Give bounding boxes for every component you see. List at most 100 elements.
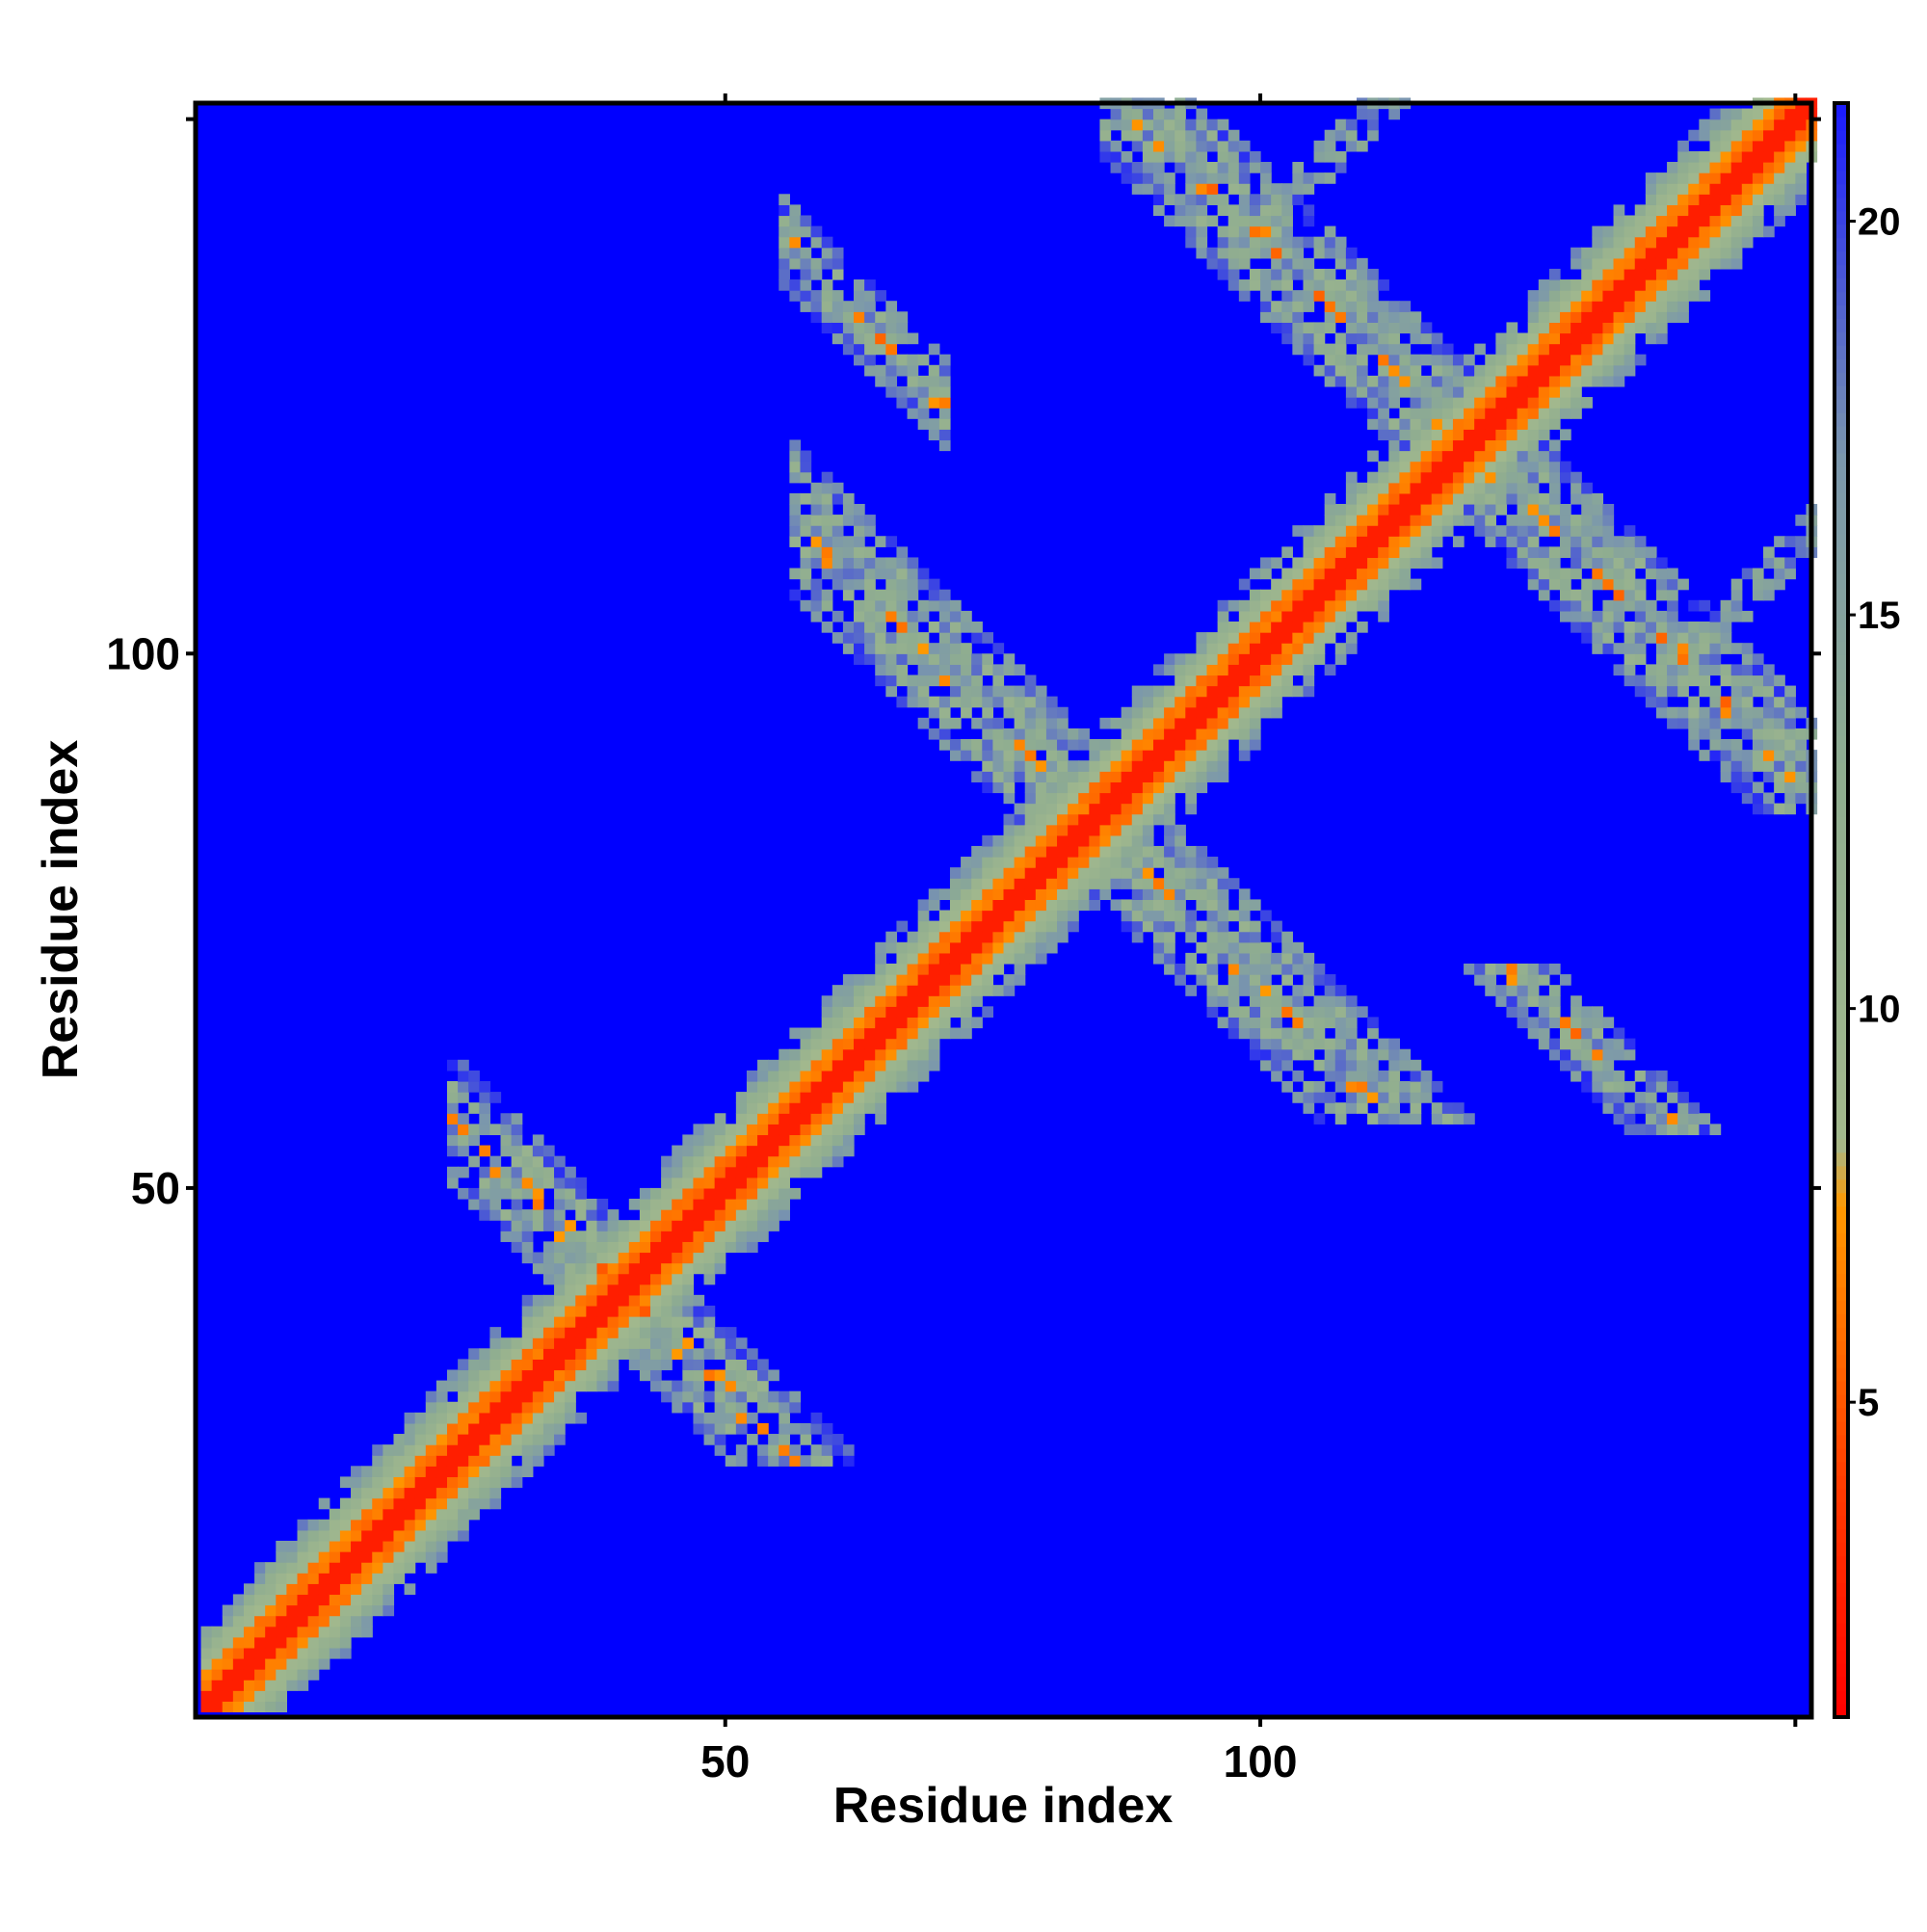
heatmap-cell [521,1348,534,1360]
heatmap-cell [703,1434,716,1445]
heatmap-cell [1709,204,1722,217]
heatmap-cell [1784,803,1796,815]
heatmap-cell [565,1316,576,1328]
heatmap-cell [607,1209,620,1221]
heatmap-cell [757,1369,769,1382]
heatmap-cell [832,1113,844,1125]
heatmap-cell [276,1669,287,1681]
heatmap-cell [596,1199,609,1210]
heatmap-cell [1730,739,1743,751]
heatmap-cell [318,1562,330,1574]
heatmap-cell [1357,385,1368,398]
heatmap-cell [1152,941,1165,954]
heatmap-cell [1152,162,1165,173]
heatmap-cell [661,1166,673,1178]
heatmap-cell [297,1626,309,1638]
heatmap-cell [1271,920,1282,933]
heatmap-cell [864,1048,876,1061]
heatmap-cell [1485,515,1496,526]
heatmap-cell [1196,739,1208,751]
heatmap-cell [436,1476,448,1489]
heatmap-cell [351,1615,362,1628]
heatmap-cell [222,1669,234,1681]
heatmap-cell [1485,974,1496,986]
heatmap-cell [907,1059,919,1072]
heatmap-cell [725,1337,737,1349]
heatmap-cell [1217,1017,1229,1029]
heatmap-cell [842,536,855,547]
heatmap-cell [1313,1038,1326,1050]
heatmap-cell [1784,750,1796,761]
heatmap-cell [1142,845,1154,858]
heatmap-cell [1527,311,1540,323]
heatmap-cell [842,1134,855,1147]
heatmap-cell [1431,332,1443,345]
heatmap-cell [982,867,993,879]
heatmap-cell [1334,1048,1347,1061]
heatmap-cell [1485,450,1496,463]
heatmap-cell [1410,1059,1422,1072]
heatmap-cell [1249,225,1261,238]
heatmap-cell [672,1337,683,1349]
heatmap-cell [565,1337,576,1349]
heatmap-cell [928,985,940,996]
colorbar-segment [1835,708,1848,723]
heatmap-cell [682,1337,695,1349]
heatmap-cell [885,653,898,665]
heatmap-cell [521,1401,534,1414]
heatmap-cell [650,1187,662,1200]
heatmap-cell [1699,172,1711,184]
heatmap-cell [917,408,930,419]
heatmap-cell [789,1027,802,1040]
heatmap-cell [446,1487,459,1499]
heatmap-cell [607,1305,620,1317]
heatmap-cell [1688,247,1700,259]
heatmap-cell [1645,696,1657,708]
heatmap-cell [938,364,951,377]
heatmap-cell [607,1327,620,1338]
heatmap-cell [1367,108,1379,120]
heatmap-cell [961,867,972,879]
heatmap-cell [1334,525,1347,537]
heatmap-cell [1014,706,1026,719]
heatmap-cell [1613,290,1625,302]
heatmap-cell [1548,963,1561,975]
heatmap-cell [1571,546,1582,559]
heatmap-cell [425,1401,437,1414]
heatmap-cell [1057,931,1069,943]
heatmap-cell [1292,664,1305,676]
heatmap-cell [446,1059,459,1072]
heatmap-cell [372,1540,383,1552]
heatmap-cell [1003,888,1016,900]
heatmap-cell [1281,963,1293,975]
heatmap-cell [1217,995,1229,1007]
heatmap-cell [1345,536,1358,547]
heatmap-cell [1152,728,1165,740]
heatmap-cell [436,1466,448,1478]
heatmap-cell [489,1369,502,1382]
heatmap-cell [286,1680,299,1691]
heatmap-cell [489,1412,502,1424]
heatmap-cell [607,1220,620,1231]
heatmap-cell [1035,910,1047,922]
heatmap-cell [1623,622,1636,633]
heatmap-cell [1517,471,1529,484]
heatmap-cell [1602,1048,1615,1061]
heatmap-cell [703,1199,716,1210]
heatmap-cell [458,1487,469,1499]
heatmap-cell [1420,471,1433,484]
heatmap-cell [682,1284,695,1296]
heatmap-cell [254,1680,266,1691]
heatmap-cell [1452,1113,1465,1125]
heatmap-cell [1548,515,1561,526]
heatmap-cell [1388,322,1401,334]
heatmap-cell [1517,354,1529,366]
heatmap-cell [1014,760,1026,772]
heatmap-cell [1667,717,1678,729]
heatmap-cell [992,664,1005,676]
heatmap-cell [693,1380,705,1392]
heatmap-cell [436,1434,448,1445]
heatmap-cell [1655,557,1668,569]
heatmap-cell [885,375,898,387]
colorbar-segment [1835,775,1848,790]
